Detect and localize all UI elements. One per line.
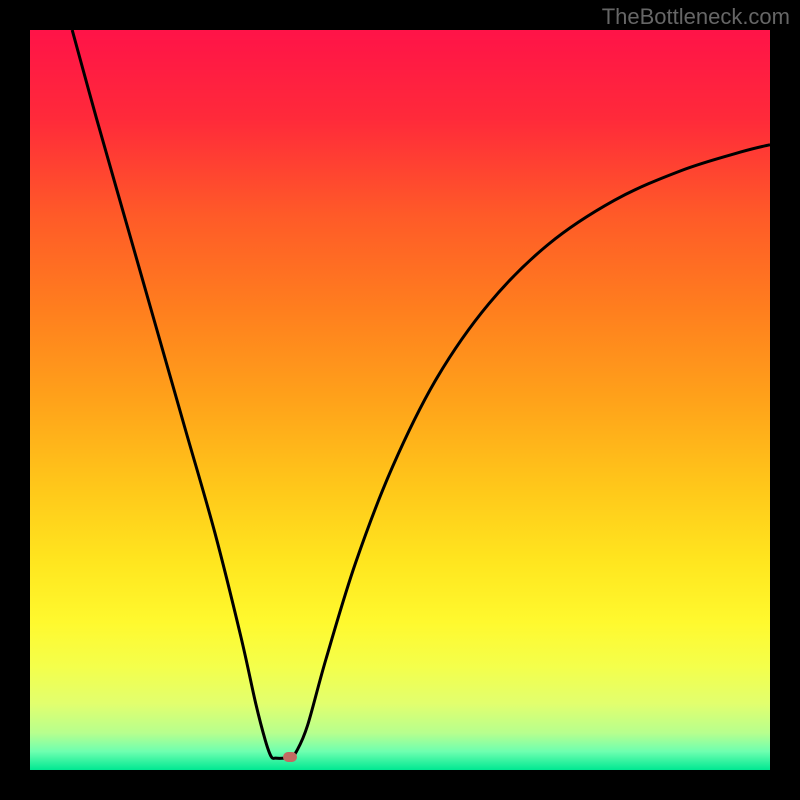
optimal-marker <box>283 752 297 762</box>
plot-area <box>30 30 770 770</box>
chart-container: TheBottleneck.com <box>0 0 800 800</box>
bottleneck-curve <box>72 30 770 758</box>
watermark-text: TheBottleneck.com <box>602 4 790 30</box>
curve-svg <box>30 30 770 770</box>
